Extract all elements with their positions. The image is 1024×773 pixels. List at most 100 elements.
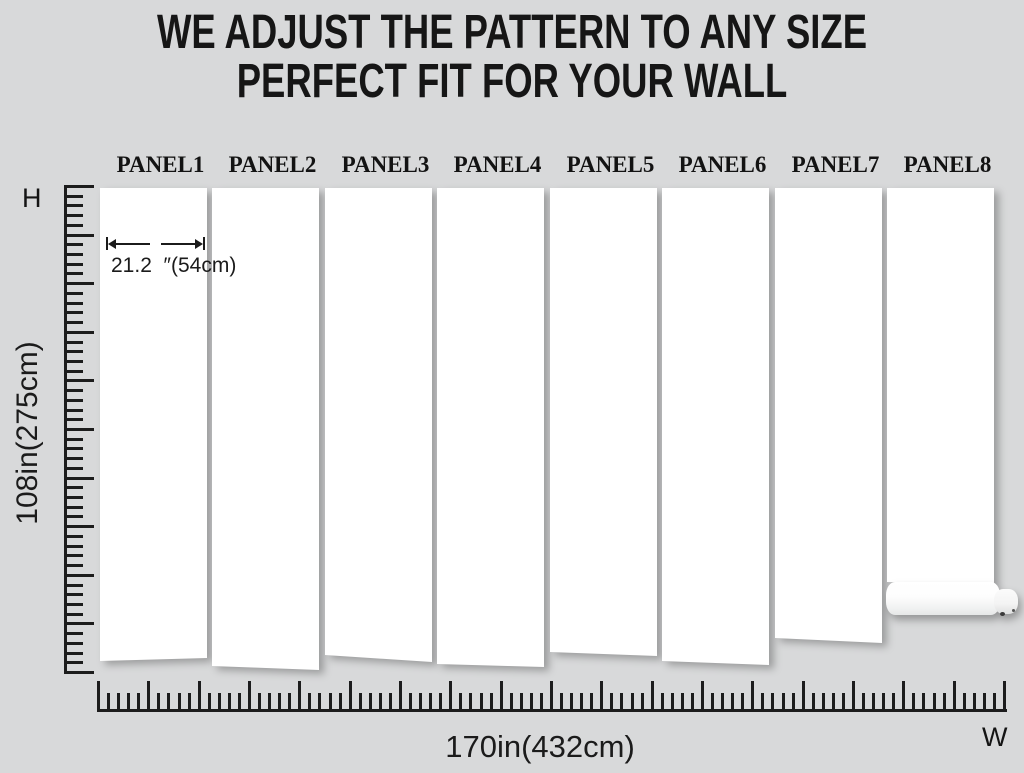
ruler-tick	[67, 359, 83, 363]
left-arrow-shaft	[114, 243, 150, 245]
panel-2-sheet	[212, 188, 319, 670]
ruler-tick	[841, 693, 845, 709]
ruler-tick	[399, 681, 402, 709]
title-line-2: PERFECT FIT FOR YOUR WALL	[236, 55, 788, 108]
ruler-tick	[388, 693, 392, 709]
ruler-tick	[922, 693, 926, 709]
right-arrow-icon	[195, 239, 203, 249]
ruler-tick	[67, 476, 94, 480]
ruler-tick	[852, 681, 855, 709]
ruler-tick	[499, 681, 503, 709]
ruler-tick	[137, 693, 141, 709]
dimension-end-bar-right	[203, 237, 205, 250]
vertical-ruler-line	[64, 185, 67, 674]
ruler-tick	[932, 693, 936, 709]
horizontal-ruler	[97, 680, 1007, 712]
ruler-tick	[429, 693, 433, 709]
ruler-tick	[67, 389, 83, 393]
panel-7	[775, 188, 882, 643]
paper-roll-shadow-dot	[1000, 612, 1005, 616]
ruler-tick	[1003, 681, 1006, 709]
ruler-tick	[550, 681, 553, 709]
vertical-ruler	[64, 185, 96, 674]
ruler-tick	[67, 496, 83, 500]
ruler-tick	[167, 693, 171, 709]
ruler-tick	[258, 693, 262, 709]
ruler-tick	[207, 693, 211, 709]
panel-label-1: PANEL1	[116, 152, 205, 177]
panel-6	[662, 188, 769, 665]
ruler-tick	[67, 418, 83, 422]
ruler-tick	[67, 632, 83, 636]
ruler-tick	[67, 340, 83, 344]
ruler-tick	[288, 693, 292, 709]
ruler-tick	[751, 681, 755, 709]
ruler-tick	[539, 693, 543, 709]
ruler-tick	[67, 223, 83, 227]
ruler-tick	[529, 693, 533, 709]
ruler-tick	[912, 693, 916, 709]
ruler-tick	[67, 544, 83, 548]
ruler-tick	[227, 693, 231, 709]
ruler-tick	[67, 651, 83, 655]
paper-roll-shadow-dot	[1012, 609, 1015, 612]
ruler-tick	[67, 622, 94, 626]
ruler-tick	[107, 693, 111, 709]
ruler-tick	[992, 693, 996, 709]
ruler-tick	[962, 693, 966, 709]
ruler-tick	[157, 693, 161, 709]
ruler-tick	[509, 693, 513, 709]
ruler-tick	[791, 693, 795, 709]
panel-5	[550, 188, 657, 656]
ruler-tick	[67, 272, 83, 276]
ruler-tick	[479, 693, 483, 709]
ruler-tick	[872, 693, 876, 709]
panel-6-sheet	[662, 188, 769, 665]
ruler-tick	[67, 233, 94, 237]
ruler-tick	[701, 681, 704, 709]
panel-label-8: PANEL8	[903, 152, 992, 177]
wall-width-dimension: 170in(432cm)	[445, 729, 635, 764]
ruler-tick	[489, 693, 493, 709]
ruler-tick	[660, 693, 664, 709]
ruler-tick	[67, 204, 83, 208]
ruler-tick	[721, 693, 725, 709]
ruler-tick	[97, 681, 100, 709]
ruler-tick	[731, 693, 735, 709]
panel-width-value: 21.2 ″(54cm)	[111, 254, 237, 277]
ruler-tick	[570, 693, 574, 709]
ruler-tick	[640, 693, 644, 709]
ruler-tick	[67, 505, 83, 509]
panel-7-sheet	[775, 188, 882, 643]
ruler-tick	[67, 301, 83, 305]
ruler-tick	[419, 693, 423, 709]
ruler-tick	[67, 398, 83, 402]
ruler-tick	[67, 602, 83, 606]
ruler-tick	[690, 693, 694, 709]
ruler-tick	[67, 612, 83, 616]
ruler-tick	[409, 693, 413, 709]
ruler-tick	[67, 262, 83, 266]
ruler-tick	[67, 253, 83, 257]
ruler-tick	[670, 693, 674, 709]
panel-1	[100, 188, 207, 661]
ruler-tick	[67, 291, 83, 295]
panel-8	[887, 188, 994, 584]
ruler-tick	[560, 693, 564, 709]
panel-4	[437, 188, 544, 667]
ruler-tick	[630, 693, 634, 709]
ruler-tick	[237, 693, 241, 709]
ruler-tick	[680, 693, 684, 709]
paper-roll	[886, 582, 1018, 620]
ruler-tick	[67, 583, 83, 587]
ruler-tick	[298, 681, 302, 709]
ruler-tick	[67, 515, 83, 519]
ruler-tick	[67, 525, 94, 529]
panel-label-4: PANEL4	[453, 152, 542, 177]
ruler-tick	[821, 693, 825, 709]
ruler-tick	[67, 661, 83, 665]
ruler-tick	[67, 321, 83, 325]
ruler-tick	[368, 693, 372, 709]
ruler-tick	[67, 593, 83, 597]
